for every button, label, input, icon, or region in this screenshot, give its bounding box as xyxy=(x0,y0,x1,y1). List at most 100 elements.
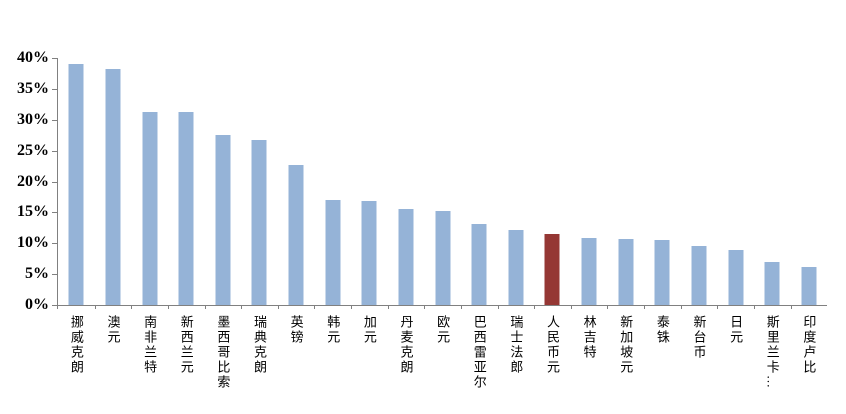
x-axis-boundary-tick xyxy=(424,305,426,309)
bar-column: 南非兰特 xyxy=(131,58,169,375)
bar xyxy=(764,262,780,305)
x-axis-category-label: 瑞士法郎 xyxy=(508,315,524,375)
x-axis-boundary-tick xyxy=(644,305,645,309)
x-axis-boundary-tick xyxy=(204,305,206,309)
x-axis-category-label: 南非兰特 xyxy=(142,315,158,375)
bar-column: 澳元 xyxy=(95,58,133,345)
y-tick-mark xyxy=(52,181,57,183)
bar-column: 欧元 xyxy=(424,58,462,345)
x-axis-category-label: 澳元 xyxy=(105,315,121,345)
bar-column: 印度卢比 xyxy=(791,58,828,375)
x-axis-category-label: 巴西雷亚尔 xyxy=(471,315,487,390)
y-tick-label: 35% xyxy=(17,79,49,97)
bar-column: 斯里兰卡… xyxy=(754,58,792,390)
y-tick-label: 25% xyxy=(17,141,49,159)
x-axis-boundary-tick xyxy=(460,305,462,309)
x-axis-category-label: 林吉特 xyxy=(581,315,597,360)
bar-column: 英镑 xyxy=(278,58,316,345)
x-axis-boundary-tick xyxy=(680,305,682,309)
x-axis-boundary-tick xyxy=(94,305,96,309)
bar xyxy=(215,134,231,305)
x-axis-boundary-tick xyxy=(131,305,133,309)
y-tick-label: 5% xyxy=(25,265,49,283)
x-axis-boundary-tick xyxy=(167,305,169,309)
bar xyxy=(471,223,487,305)
x-axis-boundary-tick xyxy=(607,305,609,309)
x-axis-boundary-tick xyxy=(351,305,352,309)
y-tick-label: 15% xyxy=(17,203,49,221)
y-tick-mark xyxy=(52,243,57,245)
x-axis-boundary-tick xyxy=(790,305,792,309)
bar xyxy=(178,112,194,305)
bar-column: 挪威克朗 xyxy=(58,58,96,375)
bar xyxy=(435,211,451,305)
y-tick-mark xyxy=(52,58,57,59)
bar xyxy=(288,164,304,305)
x-axis-category-label: 丹麦克朗 xyxy=(398,315,414,375)
x-axis-category-label: 韩元 xyxy=(325,315,341,345)
x-axis-category-label: 人民币元 xyxy=(544,315,560,375)
bar-column: 人民币元 xyxy=(534,58,572,375)
x-axis-category-label: 加元 xyxy=(361,315,377,345)
bar xyxy=(654,239,670,305)
x-axis-boundary-tick xyxy=(753,305,755,309)
y-tick-mark xyxy=(52,274,57,276)
bar-column: 林吉特 xyxy=(571,58,609,360)
x-axis-category-label: 新西兰元 xyxy=(178,315,194,375)
bar-column: 瑞典克朗 xyxy=(241,58,279,375)
bar-column: 新西兰元 xyxy=(168,58,206,375)
bar-column: 韩元 xyxy=(314,58,352,345)
y-tick-mark xyxy=(52,305,57,306)
bar xyxy=(105,68,121,305)
x-axis-boundary-tick xyxy=(277,305,279,309)
x-axis-category-label: 日元 xyxy=(728,315,744,345)
y-tick-label: 20% xyxy=(17,172,49,190)
x-axis-boundary-tick xyxy=(241,305,243,309)
x-axis-category-label: 英镑 xyxy=(288,315,304,345)
bar xyxy=(801,266,817,305)
bar xyxy=(361,200,377,305)
bar xyxy=(581,237,597,305)
bar-column: 加元 xyxy=(351,58,389,345)
bar-column: 新加坡元 xyxy=(607,58,645,375)
x-axis-boundary-tick xyxy=(387,305,389,309)
x-axis-category-label: 新台币 xyxy=(691,315,707,360)
plot-area: 挪威克朗 澳元 南非兰特 新西兰元 墨西哥比索 瑞典克朗 英镑 韩元 加元 丹麦克朗 欧元 巴西雷亚尔… xyxy=(57,58,828,390)
x-axis-category-label: 挪威克朗 xyxy=(68,315,84,375)
y-tick-mark xyxy=(52,212,57,214)
bar-column: 墨西哥比索 xyxy=(205,58,243,390)
bar xyxy=(398,208,414,305)
bar-highlight-rmb xyxy=(544,234,560,305)
y-tick-label: 10% xyxy=(17,234,49,252)
bar xyxy=(325,200,341,305)
bar-column: 巴西雷亚尔 xyxy=(461,58,499,390)
bar-column: 新台币 xyxy=(681,58,719,360)
bar xyxy=(618,238,634,305)
x-axis-boundary-tick xyxy=(570,305,572,309)
x-axis-category-label: 瑞典克朗 xyxy=(251,315,267,375)
bar xyxy=(728,250,744,305)
bar-column: 泰铢 xyxy=(644,58,682,345)
x-axis-category-label: 印度卢比 xyxy=(801,315,817,375)
x-axis-category-label: 墨西哥比索 xyxy=(215,315,231,390)
bar-column: 瑞士法郎 xyxy=(498,58,536,375)
y-tick-label: 40% xyxy=(17,49,49,66)
y-tick-mark xyxy=(52,150,57,152)
bar xyxy=(142,112,158,305)
bar xyxy=(251,139,267,305)
y-tick-label: 0% xyxy=(25,296,49,313)
bar-column: 日元 xyxy=(717,58,755,345)
x-axis-category-label: 斯里兰卡… xyxy=(764,315,780,390)
y-tick-mark xyxy=(52,119,57,121)
x-axis-category-label: 欧元 xyxy=(435,315,451,345)
y-tick-mark xyxy=(52,88,57,90)
x-axis-boundary-tick xyxy=(314,305,316,309)
x-axis-boundary-tick xyxy=(534,305,536,309)
x-axis-category-label: 泰铢 xyxy=(654,315,670,345)
bar xyxy=(508,229,524,305)
y-tick-label: 30% xyxy=(17,110,49,128)
bar xyxy=(691,245,707,305)
y-axis-baseline-tick xyxy=(57,305,58,309)
bar-column: 丹麦克朗 xyxy=(388,58,426,375)
bar xyxy=(68,64,84,305)
